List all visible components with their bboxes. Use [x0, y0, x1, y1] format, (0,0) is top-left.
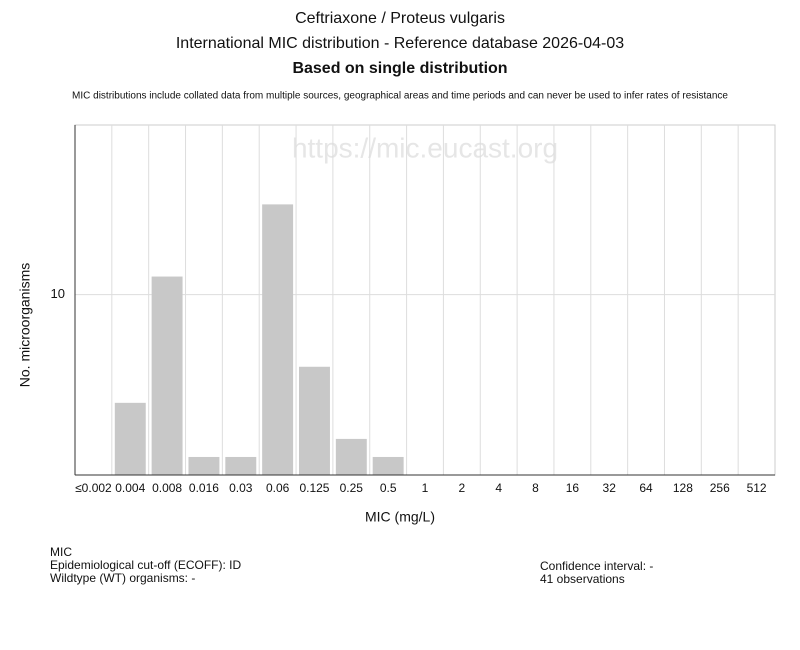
chart-subtitle: International MIC distribution - Referen…	[176, 35, 624, 52]
footer-text: Epidemiological cut-off (ECOFF): ID	[50, 558, 242, 572]
x-tick-label: 0.5	[380, 481, 397, 495]
chart-note: MIC distributions include collated data …	[72, 91, 728, 102]
footer-text: Confidence interval: -	[540, 559, 653, 573]
y-axis-label: No. microorganisms	[17, 263, 33, 387]
x-tick-label: 16	[566, 481, 580, 495]
x-tick-label: 4	[495, 481, 502, 495]
bar	[262, 204, 294, 475]
y-tick-label: 10	[51, 286, 65, 301]
footer-text: 41 observations	[540, 572, 625, 586]
x-tick-label: 64	[639, 481, 653, 495]
bar	[372, 456, 404, 475]
x-tick-label: 8	[532, 481, 539, 495]
x-tick-label: 1	[422, 481, 429, 495]
x-tick-label: 0.25	[340, 481, 364, 495]
bar	[114, 402, 146, 475]
x-tick-label: 0.008	[152, 481, 182, 495]
x-tick-label: 0.016	[189, 481, 219, 495]
bar	[225, 456, 257, 475]
x-tick-label: 32	[603, 481, 617, 495]
bar	[299, 366, 330, 475]
chart-title: Ceftriaxone / Proteus vulgaris	[295, 10, 505, 27]
x-tick-label: 0.004	[115, 481, 145, 495]
watermark: https://mic.eucast.org	[292, 132, 558, 163]
x-tick-label: 0.06	[266, 481, 290, 495]
bar	[188, 456, 220, 475]
footer-text: Wildtype (WT) organisms: -	[50, 571, 195, 585]
chart-subtitle: Based on single distribution	[292, 60, 507, 77]
x-tick-label: 512	[747, 481, 767, 495]
x-tick-label: 2	[458, 481, 465, 495]
x-axis-label: MIC (mg/L)	[365, 509, 435, 525]
x-tick-label: ≤0.002	[75, 481, 112, 495]
x-tick-label: 256	[710, 481, 730, 495]
x-tick-label: 128	[673, 481, 693, 495]
x-tick-label: 0.03	[229, 481, 253, 495]
x-tick-label: 0.125	[299, 481, 329, 495]
footer-text: MIC	[50, 545, 72, 559]
bar	[335, 438, 367, 475]
bar	[151, 276, 183, 475]
